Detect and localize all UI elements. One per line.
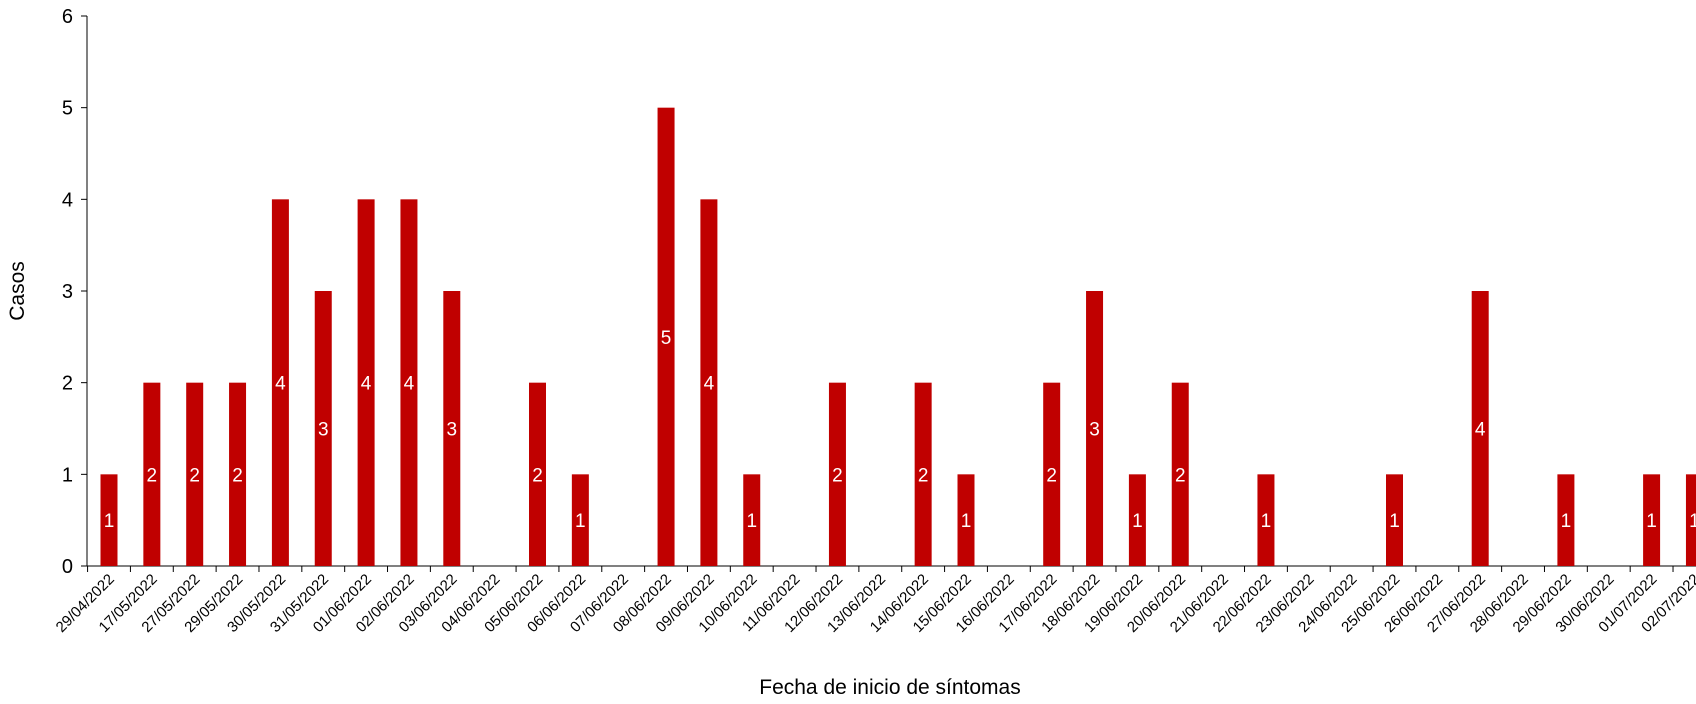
y-tick-label: 2 bbox=[62, 373, 73, 395]
y-tick-label: 5 bbox=[62, 98, 73, 120]
data-label: 2 bbox=[232, 465, 243, 486]
data-label: 1 bbox=[1389, 511, 1400, 532]
data-label: 1 bbox=[746, 511, 757, 532]
data-label: 4 bbox=[704, 374, 715, 395]
data-label: 4 bbox=[404, 374, 415, 395]
bar bbox=[271, 199, 289, 567]
y-tick-label: 3 bbox=[62, 281, 73, 303]
bar bbox=[1086, 291, 1104, 566]
data-label: 4 bbox=[275, 374, 286, 395]
data-label: 2 bbox=[832, 465, 843, 486]
data-label: 4 bbox=[1475, 420, 1486, 441]
bar bbox=[400, 199, 418, 567]
data-label: 3 bbox=[1089, 420, 1100, 441]
bar bbox=[1471, 291, 1489, 566]
data-label: 4 bbox=[361, 374, 372, 395]
bar bbox=[443, 291, 461, 566]
data-label: 2 bbox=[1175, 465, 1186, 486]
bar bbox=[914, 382, 932, 566]
y-axis-label: Casos bbox=[6, 261, 29, 321]
data-label: 1 bbox=[1132, 511, 1143, 532]
bar bbox=[229, 382, 247, 566]
data-label: 1 bbox=[961, 511, 972, 532]
bar bbox=[1685, 474, 1696, 566]
data-label: 1 bbox=[104, 511, 115, 532]
data-label: 2 bbox=[532, 465, 543, 486]
data-label: 2 bbox=[189, 465, 200, 486]
data-label: 3 bbox=[318, 420, 329, 441]
bar bbox=[143, 382, 161, 566]
bar bbox=[1171, 382, 1189, 566]
data-label: 1 bbox=[1561, 511, 1572, 532]
y-tick-label: 6 bbox=[62, 6, 73, 28]
data-label: 3 bbox=[447, 420, 458, 441]
bar bbox=[186, 382, 204, 566]
bar bbox=[743, 474, 761, 566]
data-label: 1 bbox=[1261, 511, 1272, 532]
bar bbox=[314, 291, 332, 566]
data-label: 2 bbox=[147, 465, 158, 486]
data-label: 1 bbox=[1646, 511, 1657, 532]
data-label: 1 bbox=[1689, 511, 1696, 532]
bar bbox=[571, 474, 589, 566]
bar bbox=[957, 474, 975, 566]
y-tick-label: 1 bbox=[62, 464, 73, 486]
bar bbox=[1257, 474, 1275, 566]
x-axis-label: Fecha de inicio de síntomas bbox=[759, 676, 1020, 699]
data-label: 5 bbox=[661, 328, 672, 349]
bar bbox=[1386, 474, 1403, 566]
bar bbox=[1128, 474, 1146, 566]
data-label: 1 bbox=[575, 511, 586, 532]
bar bbox=[700, 199, 718, 567]
bar bbox=[657, 107, 675, 567]
bar bbox=[529, 382, 546, 566]
y-tick-label: 4 bbox=[62, 189, 73, 211]
bar bbox=[100, 474, 118, 566]
bar bbox=[1643, 474, 1661, 566]
data-label: 2 bbox=[918, 465, 929, 486]
bar bbox=[1043, 382, 1061, 566]
bar bbox=[357, 199, 375, 567]
bar bbox=[1557, 474, 1575, 566]
data-label: 2 bbox=[1046, 465, 1057, 486]
y-tick-label: 0 bbox=[62, 556, 73, 578]
bar bbox=[828, 382, 846, 566]
